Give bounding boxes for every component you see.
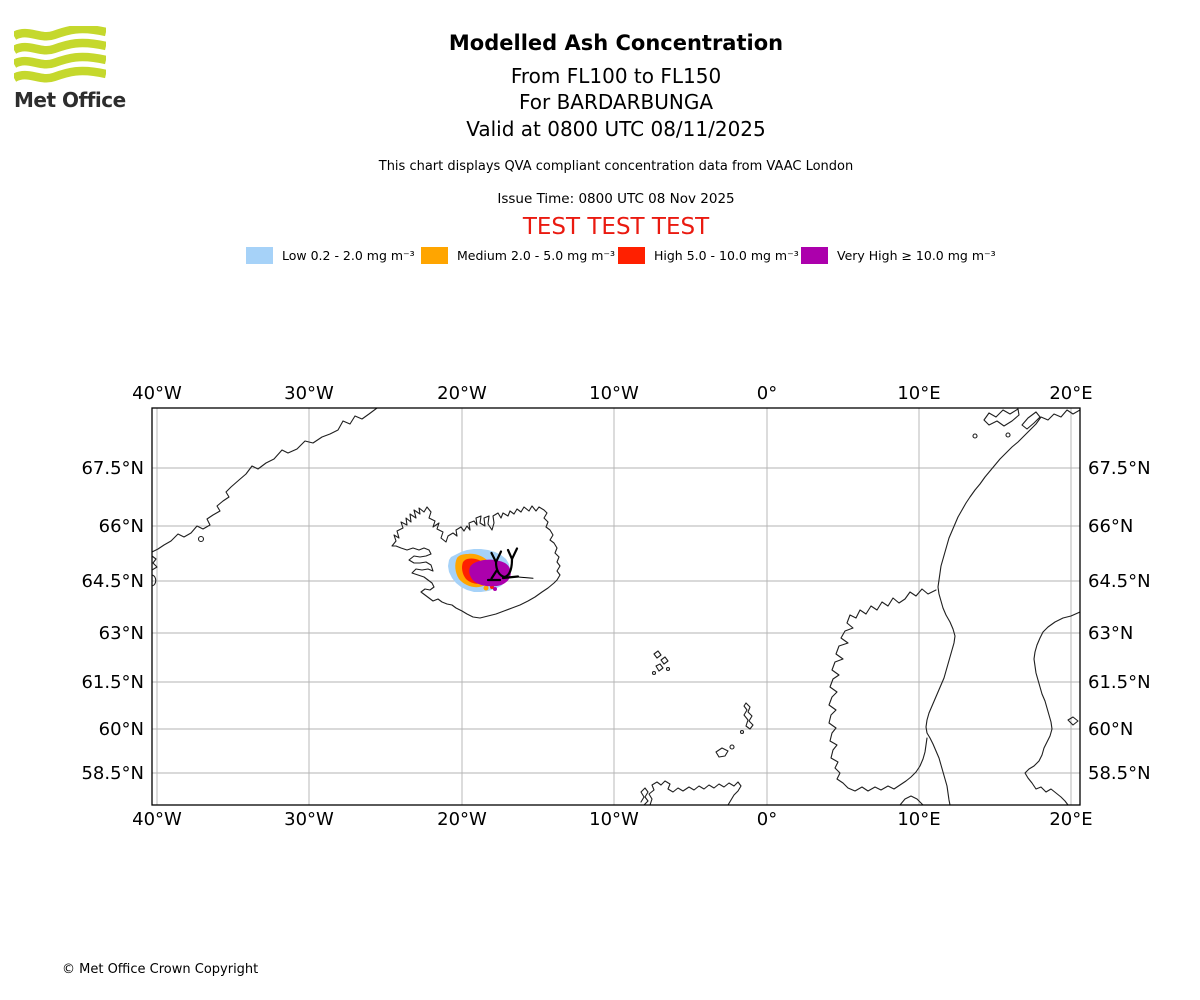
y-axis-label: 60°N bbox=[1088, 719, 1133, 740]
y-axis-label: 63°N bbox=[99, 623, 144, 644]
test-banner: TEST TEST TEST bbox=[522, 214, 710, 240]
sweden-baltic-coast bbox=[1024, 611, 1080, 805]
legend-swatch-medium bbox=[421, 246, 448, 264]
x-axis-label: 20°W bbox=[437, 809, 487, 830]
lofoten-islet-1 bbox=[972, 433, 978, 439]
legend-label-very-high: Very High ≥ 10.0 mg m⁻³ bbox=[837, 247, 996, 263]
x-axis-label: 20°E bbox=[1049, 383, 1092, 404]
shetland-islands bbox=[743, 702, 754, 730]
legend-item-medium: Medium 2.0 - 5.0 mg m⁻³ bbox=[421, 245, 615, 265]
legend-swatch-low bbox=[246, 246, 273, 264]
ash-contours bbox=[448, 549, 511, 592]
page-title: Modelled Ash Concentration bbox=[448, 31, 784, 55]
x-axis-label: 40°W bbox=[132, 809, 182, 830]
iceland-coast bbox=[391, 505, 561, 619]
faroe-islet-2 bbox=[651, 670, 657, 676]
subtitle-valid-time: Valid at 0800 UTC 08/11/2025 bbox=[466, 117, 766, 141]
x-axis-label: 30°W bbox=[284, 383, 334, 404]
logo-waves-icon bbox=[14, 26, 106, 83]
y-axis-label: 64.5°N bbox=[1088, 571, 1151, 592]
greenland-islet bbox=[197, 535, 205, 543]
greenland-edge-bump bbox=[152, 574, 157, 587]
norway-coast bbox=[925, 409, 1080, 805]
volcano-icon bbox=[486, 547, 534, 582]
coastlines bbox=[152, 408, 1080, 805]
x-axis-label: 20°W bbox=[437, 383, 487, 404]
subtitle-volcano: For BARDARBUNGA bbox=[518, 90, 714, 114]
ash-medium-speck bbox=[483, 585, 489, 591]
hebrides-islands bbox=[640, 787, 649, 805]
scotland-coast bbox=[648, 780, 742, 805]
norway-fjord-coast bbox=[828, 588, 937, 792]
x-axis-label: 20°E bbox=[1049, 809, 1092, 830]
x-axis-label: 10°E bbox=[897, 809, 940, 830]
legend-label-medium: Medium 2.0 - 5.0 mg m⁻³ bbox=[457, 247, 616, 263]
orkney-islet bbox=[729, 744, 735, 750]
map-frame bbox=[151, 407, 1081, 806]
legend-item-low: Low 0.2 - 2.0 mg m⁻³ bbox=[246, 245, 415, 265]
x-axis-label: 10°E bbox=[897, 383, 940, 404]
copyright-notice: © Met Office Crown Copyright bbox=[62, 962, 259, 977]
legend-item-very-high: Very High ≥ 10.0 mg m⁻³ bbox=[801, 245, 996, 265]
faroe-islet-1 bbox=[665, 666, 671, 672]
x-axis-label: 0° bbox=[757, 809, 777, 830]
x-axis-label: 10°W bbox=[589, 809, 639, 830]
logo-wordmark: Met Office bbox=[14, 88, 126, 112]
x-axis-label: 10°W bbox=[589, 383, 639, 404]
lofoten-islet-2 bbox=[1005, 432, 1011, 438]
baltic-islet bbox=[1067, 716, 1079, 726]
greenland-edge-coast bbox=[152, 555, 158, 571]
faroe-islands bbox=[653, 650, 669, 672]
legend-label-low: Low 0.2 - 2.0 mg m⁻³ bbox=[282, 247, 415, 263]
axis-labels: 40°W 30°W 20°W 10°W 0° 10°E 20°E 40°W 30… bbox=[81, 383, 1150, 830]
ash-very-high-speck bbox=[493, 587, 497, 591]
greenland-coast bbox=[152, 408, 378, 553]
issue-time: Issue Time: 0800 UTC 08 Nov 2025 bbox=[497, 191, 735, 207]
legend-label-high: High 5.0 - 10.0 mg m⁻³ bbox=[654, 247, 799, 263]
orkney-islands bbox=[715, 747, 729, 758]
lofoten-islands bbox=[983, 408, 1041, 430]
y-axis-label: 61.5°N bbox=[81, 672, 144, 693]
subtitle-flight-levels: From FL100 to FL150 bbox=[510, 64, 722, 88]
y-axis-label: 66°N bbox=[99, 516, 144, 537]
y-axis-label: 63°N bbox=[1088, 623, 1133, 644]
skagen-coast bbox=[899, 795, 924, 805]
y-axis-label: 66°N bbox=[1088, 516, 1133, 537]
legend-swatch-high bbox=[618, 246, 645, 264]
y-axis-label: 58.5°N bbox=[1088, 763, 1151, 784]
y-axis-label: 61.5°N bbox=[1088, 672, 1151, 693]
y-axis-label: 64.5°N bbox=[81, 571, 144, 592]
y-axis-label: 58.5°N bbox=[81, 763, 144, 784]
qva-note: This chart displays QVA compliant concen… bbox=[378, 159, 854, 174]
y-axis-label: 67.5°N bbox=[81, 458, 144, 479]
y-axis-label: 67.5°N bbox=[1088, 458, 1151, 479]
shetland-islet bbox=[739, 729, 745, 735]
x-axis-label: 40°W bbox=[132, 383, 182, 404]
met-office-logo bbox=[14, 26, 106, 83]
legend-item-high: High 5.0 - 10.0 mg m⁻³ bbox=[618, 245, 799, 265]
graticule-grid bbox=[152, 408, 1080, 805]
x-axis-label: 0° bbox=[757, 383, 777, 404]
y-axis-label: 60°N bbox=[99, 719, 144, 740]
legend-swatch-very-high bbox=[801, 246, 828, 264]
x-axis-label: 30°W bbox=[284, 809, 334, 830]
